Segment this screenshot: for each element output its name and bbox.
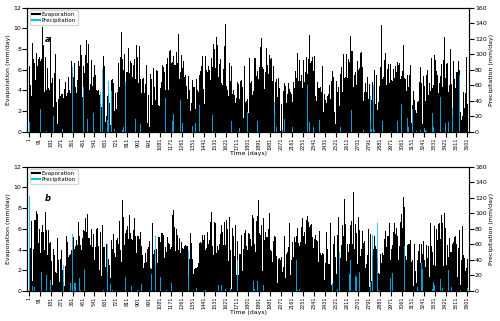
X-axis label: Time (days): Time (days) [230, 151, 266, 156]
Y-axis label: Precipitation (mm/day): Precipitation (mm/day) [490, 34, 494, 106]
X-axis label: Time (days): Time (days) [230, 310, 266, 316]
Y-axis label: Precipitation (mm/day): Precipitation (mm/day) [490, 193, 494, 265]
Text: a: a [45, 35, 51, 44]
Y-axis label: Evaporation (mm/day): Evaporation (mm/day) [6, 194, 10, 264]
Text: b: b [45, 195, 51, 204]
Legend: Evaporation, Precipitation: Evaporation, Precipitation [30, 169, 78, 184]
Y-axis label: Evaporation (mm/day): Evaporation (mm/day) [6, 34, 10, 105]
Legend: Evaporation, Precipitation: Evaporation, Precipitation [30, 10, 78, 25]
